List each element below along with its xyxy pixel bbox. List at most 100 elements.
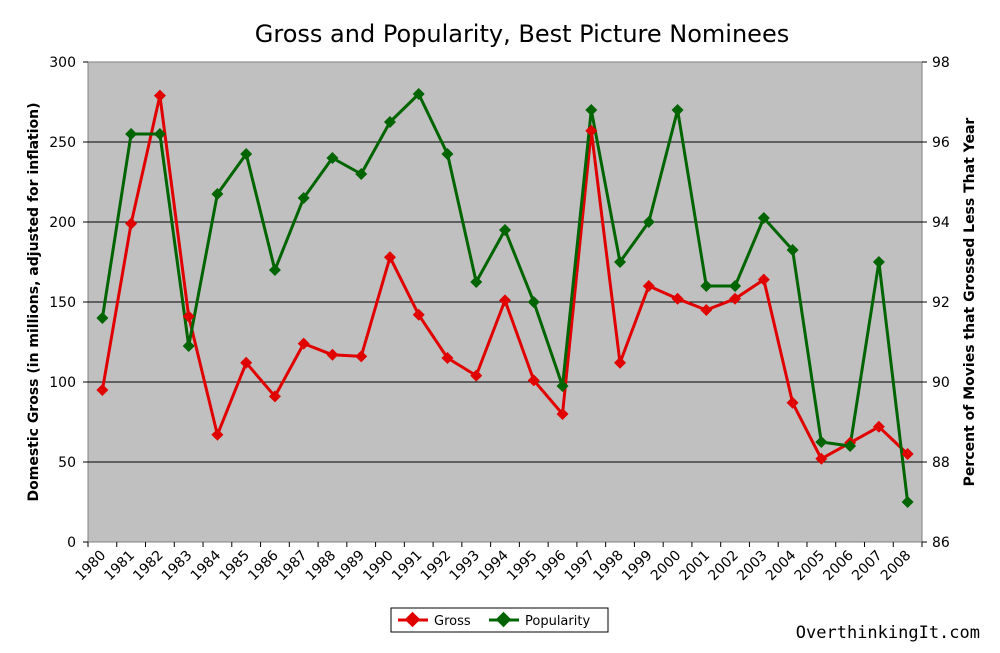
point-gross <box>412 308 425 321</box>
point-popularity <box>268 264 281 276</box>
x-tick-label: 2001 <box>677 548 714 585</box>
x-tick-label: 2005 <box>792 548 829 585</box>
left-tick-label: 150 <box>49 295 76 311</box>
x-tick-label: 2006 <box>820 547 857 584</box>
point-popularity <box>700 280 713 292</box>
point-gross <box>240 356 253 369</box>
point-popularity <box>671 104 684 116</box>
left-tick-label: 50 <box>58 455 76 471</box>
point-popularity <box>383 116 396 128</box>
x-tick-label: 1986 <box>245 547 282 584</box>
x-tick-label: 1981 <box>101 548 138 585</box>
x-tick-label: 1980 <box>73 548 110 585</box>
right-tick-label: 94 <box>932 215 950 231</box>
point-gross <box>671 292 684 305</box>
point-gross <box>182 310 195 323</box>
x-tick-label: 1982 <box>130 548 167 585</box>
x-tick-label: 1995 <box>504 548 541 585</box>
point-popularity <box>412 88 425 100</box>
point-popularity <box>786 244 799 256</box>
point-gross <box>326 348 339 361</box>
y-axis-left-label: Domestic Gross (in millions, adjusted fo… <box>26 102 42 501</box>
point-popularity <box>470 276 483 288</box>
point-popularity <box>240 148 253 160</box>
x-tick-label: 2008 <box>878 548 915 585</box>
chart-title: Gross and Popularity, Best Picture Nomin… <box>255 20 789 48</box>
x-tick-label: 1984 <box>188 547 225 584</box>
point-popularity <box>211 188 224 200</box>
point-popularity <box>326 152 339 164</box>
x-tick-label: 1992 <box>418 548 455 585</box>
point-gross <box>297 337 310 350</box>
point-gross <box>499 294 511 307</box>
x-tick-label: 1985 <box>216 548 253 585</box>
point-gross <box>614 356 627 369</box>
point-popularity <box>499 224 511 236</box>
right-tick-label: 92 <box>932 295 950 311</box>
x-tick-label: 2002 <box>705 548 742 585</box>
x-tick-label: 1990 <box>360 548 397 585</box>
point-gross <box>355 350 368 363</box>
x-tick-label: 1991 <box>389 548 426 585</box>
point-gross <box>125 217 138 230</box>
right-tick-label: 98 <box>932 55 950 71</box>
point-popularity <box>556 380 569 392</box>
point-gross <box>441 352 454 364</box>
x-tick-label: 2007 <box>849 548 886 585</box>
point-gross <box>383 251 396 264</box>
point-gross <box>901 448 914 460</box>
point-gross <box>556 408 569 420</box>
x-tick-label: 2003 <box>734 548 771 585</box>
x-axis-ticks: 1980198119821983198419851986198719881989… <box>73 542 923 585</box>
x-tick-label: 1988 <box>303 548 340 585</box>
x-tick-label: 2004 <box>763 547 800 584</box>
series-layer <box>96 88 914 508</box>
point-popularity <box>757 212 770 224</box>
x-tick-label: 1983 <box>159 548 196 585</box>
credit-watermark: OverthinkingIt.com <box>796 623 980 643</box>
point-gross <box>211 428 224 441</box>
legend-gross-label: Gross <box>434 614 471 629</box>
left-axis-ticks: 0 50 100 150 200 250 300 <box>49 55 88 551</box>
x-tick-label: 1994 <box>475 547 512 584</box>
point-popularity <box>96 312 109 324</box>
left-tick-label: 0 <box>67 535 76 551</box>
point-gross <box>872 420 885 433</box>
point-popularity <box>297 192 310 204</box>
point-gross <box>786 396 799 409</box>
point-gross <box>470 369 483 382</box>
point-popularity <box>844 440 857 452</box>
right-axis-ticks: 86 88 90 92 94 96 98 <box>922 55 950 551</box>
right-tick-label: 96 <box>932 135 950 151</box>
x-tick-label: 1987 <box>274 548 311 585</box>
x-tick-label: 1996 <box>533 547 570 584</box>
point-popularity <box>441 148 454 160</box>
point-popularity <box>614 256 627 268</box>
point-popularity <box>153 128 166 140</box>
point-gross <box>153 89 166 102</box>
point-popularity <box>901 496 914 508</box>
left-tick-label: 200 <box>49 215 76 231</box>
x-tick-label: 1998 <box>590 548 627 585</box>
legend-popularity-label: Popularity <box>525 614 590 629</box>
point-gross <box>527 374 540 387</box>
x-tick-label: 1993 <box>447 548 484 585</box>
point-popularity <box>585 104 598 116</box>
point-gross <box>642 280 655 292</box>
point-popularity <box>642 216 655 228</box>
right-tick-label: 90 <box>932 375 950 391</box>
point-gross <box>757 273 770 286</box>
point-gross <box>585 124 598 137</box>
point-gross <box>96 384 109 396</box>
left-tick-label: 100 <box>49 375 76 391</box>
point-gross <box>700 304 713 316</box>
y-axis-right-label: Percent of Movies that Grossed Less That… <box>962 118 978 487</box>
point-gross <box>815 452 828 465</box>
point-popularity <box>815 436 828 448</box>
left-tick-label: 300 <box>49 55 76 71</box>
x-tick-label: 2000 <box>648 548 685 585</box>
x-tick-label: 1997 <box>562 548 599 585</box>
point-popularity <box>872 256 885 268</box>
right-tick-label: 88 <box>932 455 950 471</box>
